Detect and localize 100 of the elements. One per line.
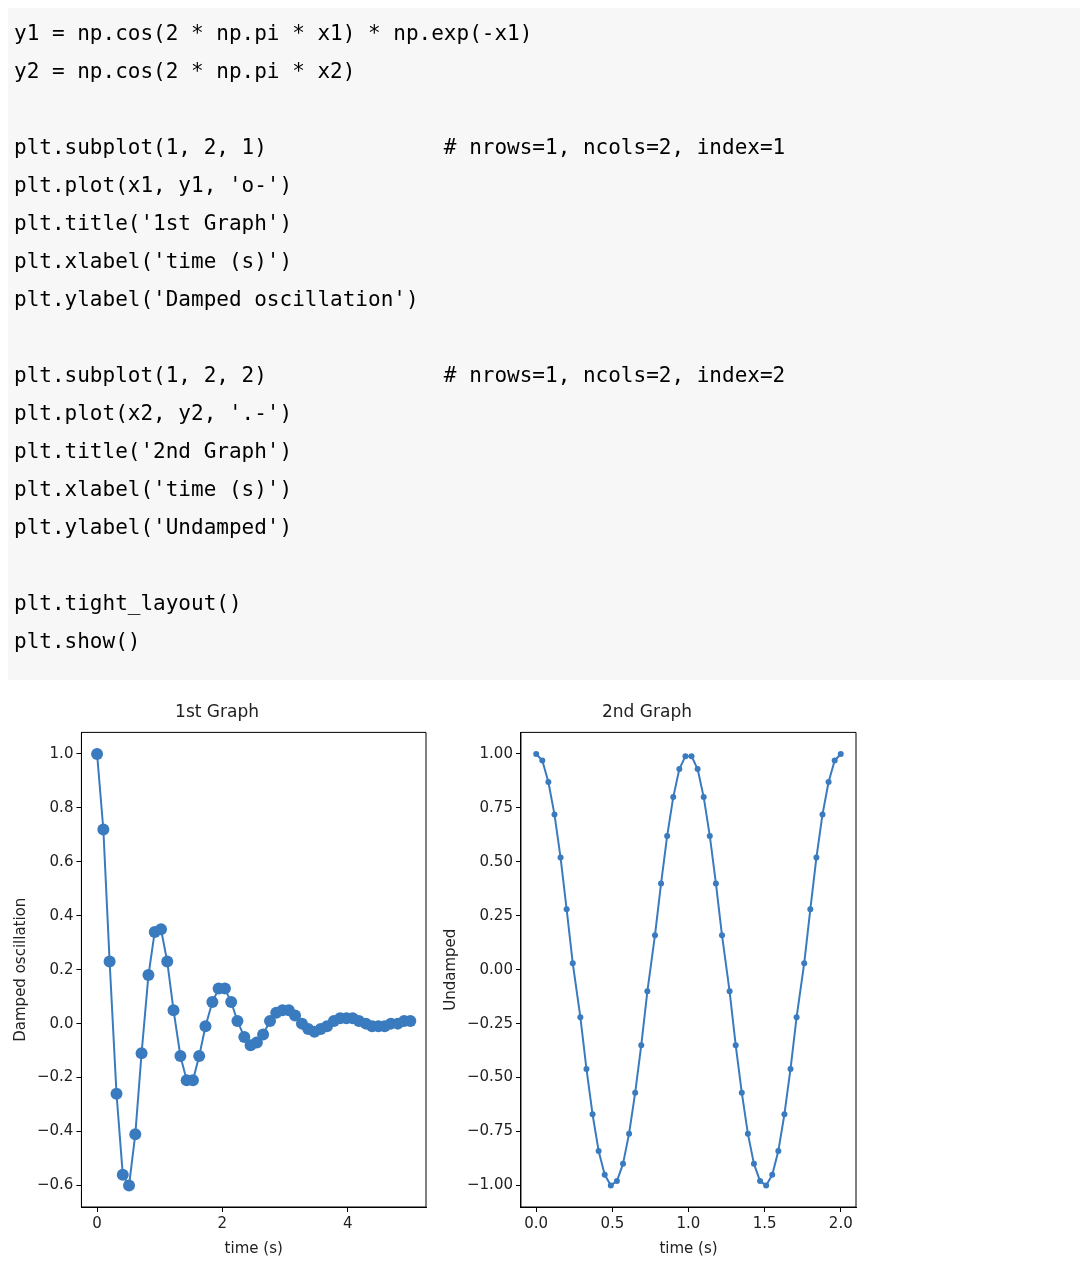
y-tick-label: 1.0	[49, 743, 74, 762]
text: plt.subplot(1, 2, 2) # nrows=1, ncols=2, index=2 plt.plot(x2, y2, '.-') plt.title('2nd Graph') plt.xlabel('time (s)') plt.ylabel('Undamped')	[14, 362, 787, 541]
point	[632, 1089, 639, 1096]
point	[769, 1171, 776, 1178]
point	[539, 757, 546, 764]
point	[250, 1036, 263, 1049]
point	[831, 757, 838, 764]
point	[706, 832, 713, 839]
y-tick-label: 0.4	[49, 905, 74, 924]
point	[97, 823, 110, 836]
point	[557, 854, 564, 861]
x-tick-label: 0.0	[524, 1213, 549, 1232]
y-tick-label: −0.75	[467, 1121, 513, 1140]
x-axis-title: time (s)	[659, 1238, 718, 1257]
point	[583, 1065, 590, 1072]
point	[813, 854, 820, 861]
point	[620, 1160, 626, 1167]
point	[825, 779, 832, 786]
point	[744, 1130, 751, 1137]
point	[626, 1130, 633, 1137]
y-tick-label: −0.2	[36, 1067, 74, 1086]
x-tick-label: 0	[92, 1213, 102, 1232]
point	[206, 996, 219, 1009]
point	[110, 1087, 123, 1100]
point	[569, 960, 576, 967]
point	[257, 1028, 270, 1041]
point	[167, 1004, 180, 1017]
point	[651, 932, 658, 939]
point	[238, 1031, 251, 1044]
y-axis-title: Damped oscillation	[10, 897, 29, 1042]
point	[161, 955, 174, 968]
point	[793, 1014, 800, 1021]
y-tick-label: 0.6	[49, 851, 74, 870]
point	[607, 1182, 614, 1189]
y-tick-label: 0.00	[479, 959, 513, 978]
text: plt.tight_layout() plt.show()	[14, 590, 243, 655]
point	[289, 1009, 302, 1022]
point	[129, 1128, 142, 1141]
point	[718, 932, 725, 939]
point	[750, 1160, 757, 1167]
point	[545, 779, 552, 786]
point	[670, 794, 677, 801]
y-tick-label: −0.6	[36, 1175, 74, 1194]
y-tick-label: 1.00	[479, 743, 513, 762]
x-tick-label: 4	[342, 1213, 353, 1232]
x-tick-label: 1.5	[752, 1213, 777, 1232]
point	[801, 960, 808, 967]
point	[763, 1182, 770, 1189]
point	[738, 1089, 745, 1096]
x-tick-label: 2	[217, 1213, 228, 1232]
point	[91, 747, 104, 760]
point	[116, 1168, 129, 1181]
x-tick-label: 2.0	[828, 1213, 853, 1232]
point	[658, 880, 665, 887]
y-tick-label: 0.2	[49, 959, 74, 978]
point	[563, 906, 570, 913]
point	[123, 1179, 136, 1192]
point	[595, 1147, 602, 1154]
y-tick-label: −0.25	[467, 1013, 513, 1032]
point	[638, 1042, 645, 1049]
point	[225, 996, 238, 1009]
point	[644, 988, 651, 995]
y-tick-label: 0.8	[49, 797, 74, 816]
point	[533, 750, 540, 757]
x-tick-label: 1.0	[676, 1213, 701, 1232]
y-tick-label: 0.25	[479, 905, 513, 924]
point	[757, 1178, 764, 1185]
point	[231, 1014, 244, 1027]
point	[577, 1014, 584, 1021]
point	[694, 766, 701, 773]
point	[551, 811, 558, 818]
point	[174, 1049, 187, 1062]
point	[682, 753, 689, 760]
point	[726, 988, 733, 995]
point	[807, 906, 814, 913]
point	[775, 1147, 782, 1154]
y-axis-title: Undamped	[440, 928, 459, 1011]
point	[700, 794, 707, 801]
point	[837, 750, 844, 757]
point	[199, 1020, 212, 1033]
y-tick-label: 0.75	[479, 797, 513, 816]
point	[142, 969, 155, 982]
point	[732, 1042, 739, 1049]
point	[103, 955, 116, 968]
point	[664, 832, 671, 839]
text: y1 = np.cos(2 * np.pi * x1) * np.exp(-x1) y2 = np.cos(2 * np.pi * x2)	[14, 20, 534, 85]
y-tick-label: 0.50	[479, 851, 513, 870]
point	[193, 1049, 206, 1062]
point	[613, 1178, 620, 1185]
point	[154, 923, 167, 936]
x-tick-label: 0.5	[600, 1213, 625, 1232]
y-tick-label: −1.00	[467, 1175, 513, 1194]
point	[781, 1111, 788, 1118]
y-tick-label: −0.50	[467, 1067, 513, 1086]
chart-title: 2nd Graph	[602, 700, 692, 721]
point	[264, 1014, 276, 1027]
point	[688, 753, 695, 760]
x-axis-title: time (s)	[224, 1238, 283, 1257]
point	[787, 1065, 794, 1072]
point	[819, 811, 826, 818]
